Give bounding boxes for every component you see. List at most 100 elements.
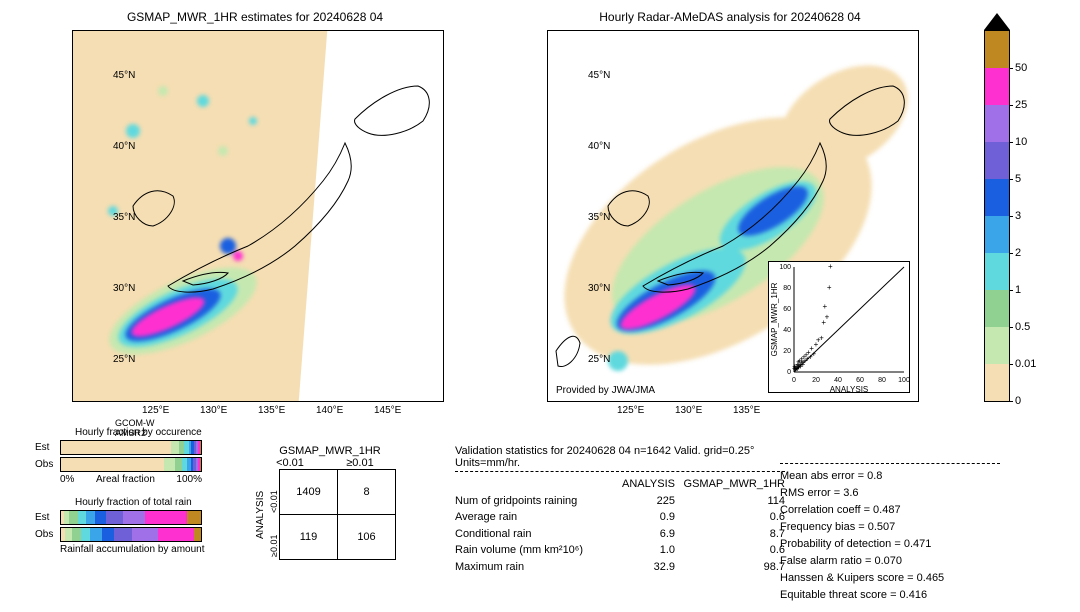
xtick: 130°E: [200, 405, 227, 416]
svg-text:+: +: [796, 363, 801, 372]
svg-text:30°N: 30°N: [588, 283, 610, 294]
bar-segment: [72, 528, 80, 541]
colorbar: 00.010.51235102550: [984, 30, 1010, 402]
bar-segment: [61, 458, 164, 471]
svg-text:+: +: [819, 334, 824, 343]
svg-text:40°N: 40°N: [113, 141, 135, 152]
colorbar-label: 3: [1015, 210, 1021, 222]
provider-label: Provided by JWA/JMA: [556, 385, 655, 396]
svg-text:40: 40: [834, 377, 842, 384]
colorbar-label: 0.5: [1015, 321, 1030, 333]
bar-segment: [61, 441, 171, 454]
occurrence-bars: Hourly fraction by occurence Est Obs 0% …: [35, 440, 235, 485]
bar-segment: [164, 458, 175, 471]
validation-stats: Validation statistics for 20240628 04 n=…: [455, 445, 785, 575]
bar-segment: [106, 511, 123, 524]
svg-text:+: +: [811, 349, 816, 358]
metric-line: Correlation coeff = 0.487: [780, 502, 1000, 519]
svg-text:+: +: [827, 283, 832, 292]
bar-segment: [69, 511, 77, 524]
colorbar-label: 50: [1015, 62, 1027, 74]
bar-segment: [123, 511, 145, 524]
svg-text:+: +: [822, 302, 827, 311]
svg-text:40: 40: [783, 327, 791, 334]
stats-row: Maximum rain32.998.7: [455, 559, 785, 576]
xtick: 125°E: [142, 405, 169, 416]
left-map: 25°N 30°N 35°N 40°N 45°N: [72, 30, 444, 402]
metric-line: RMS error = 3.6: [780, 485, 1000, 502]
svg-text:20: 20: [783, 348, 791, 355]
svg-text:60: 60: [783, 306, 791, 313]
bar-segment: [187, 511, 201, 524]
bar-segment: [78, 511, 86, 524]
metrics: Mean abs error = 0.8RMS error = 3.6Corre…: [780, 461, 1000, 604]
svg-text:45°N: 45°N: [113, 70, 135, 81]
xtick: 135°E: [258, 405, 285, 416]
metric-line: Mean abs error = 0.8: [780, 468, 1000, 485]
bar-segment: [95, 511, 106, 524]
svg-text:40°N: 40°N: [588, 141, 610, 152]
bar-segment: [132, 528, 157, 541]
bar-segment: [175, 458, 182, 471]
rainfrac-bars: Hourly fraction of total rain Est Obs Ra…: [35, 510, 235, 555]
colorbar-label: 0.01: [1015, 358, 1036, 370]
metric-line: Frequency bias = 0.507: [780, 519, 1000, 536]
colorbar-label: 25: [1015, 99, 1027, 111]
bar-segment: [200, 458, 201, 471]
bar-segment: [102, 528, 115, 541]
metric-line: Equitable threat score = 0.416: [780, 587, 1000, 604]
left-map-title: GSMAP_MWR_1HR estimates for 20240628 04: [70, 10, 440, 24]
metric-line: Hanssen & Kuipers score = 0.465: [780, 570, 1000, 587]
xtick: 140°E: [316, 405, 343, 416]
xtick: 145°E: [374, 405, 401, 416]
metric-line: Probability of detection = 0.471: [780, 536, 1000, 553]
svg-text:+: +: [828, 262, 833, 271]
right-map: 25°N 30°N 35°N 40°N 45°N Provided by JWA…: [547, 30, 919, 402]
svg-text:60: 60: [856, 377, 864, 384]
svg-text:80: 80: [878, 377, 886, 384]
bar-segment: [194, 528, 201, 541]
svg-text:80: 80: [783, 285, 791, 292]
bar-segment: [200, 441, 201, 454]
svg-text:ANALYSIS: ANALYSIS: [830, 385, 869, 392]
svg-text:0: 0: [792, 377, 796, 384]
svg-text:GSMAP_MWR_1HR: GSMAP_MWR_1HR: [770, 282, 779, 356]
xtick: 135°E: [733, 405, 760, 416]
right-map-title: Hourly Radar-AMeDAS analysis for 2024062…: [545, 10, 915, 24]
svg-text:+: +: [800, 360, 805, 369]
colorbar-label: 5: [1015, 173, 1021, 185]
svg-text:35°N: 35°N: [588, 212, 610, 223]
bar-segment: [65, 528, 72, 541]
svg-text:30°N: 30°N: [113, 283, 135, 294]
svg-text:25°N: 25°N: [588, 354, 610, 365]
svg-text:100: 100: [898, 377, 909, 384]
bar-segment: [114, 528, 132, 541]
svg-text:+: +: [825, 313, 830, 322]
colorbar-label: 2: [1015, 247, 1021, 259]
svg-text:35°N: 35°N: [113, 212, 135, 223]
bar-segment: [171, 441, 179, 454]
bar-segment: [145, 511, 187, 524]
xtick: 125°E: [617, 405, 644, 416]
bar-segment: [158, 528, 194, 541]
svg-text:45°N: 45°N: [588, 70, 610, 81]
scatter-inset: 00 20 20 40 40 60 60 80 80 100 100 ANALYSIS GSMAP_MW…: [768, 261, 910, 393]
colorbar-triangle: [984, 13, 1010, 30]
stats-row: Rain volume (mm km²10⁶)1.00.6: [455, 542, 785, 559]
bar-segment: [90, 528, 101, 541]
svg-text:20: 20: [812, 377, 820, 384]
stats-row: Average rain0.90.6: [455, 509, 785, 526]
bar-segment: [86, 511, 94, 524]
svg-text:100: 100: [779, 264, 791, 271]
svg-text:25°N: 25°N: [113, 354, 135, 365]
stats-row: Num of gridpoints raining225114: [455, 493, 785, 510]
bar-segment: [81, 528, 91, 541]
xtick: 130°E: [675, 405, 702, 416]
colorbar-label: 10: [1015, 136, 1027, 148]
contingency-table: GSMAP_MWR_1HR <0.01 ≥0.01 ANALYSIS <0.01…: [255, 445, 405, 560]
stats-row: Conditional rain6.98.7: [455, 526, 785, 543]
svg-text:0: 0: [787, 369, 791, 376]
colorbar-label: 0: [1015, 395, 1021, 407]
metric-line: False alarm ratio = 0.070: [780, 553, 1000, 570]
colorbar-label: 1: [1015, 284, 1021, 296]
